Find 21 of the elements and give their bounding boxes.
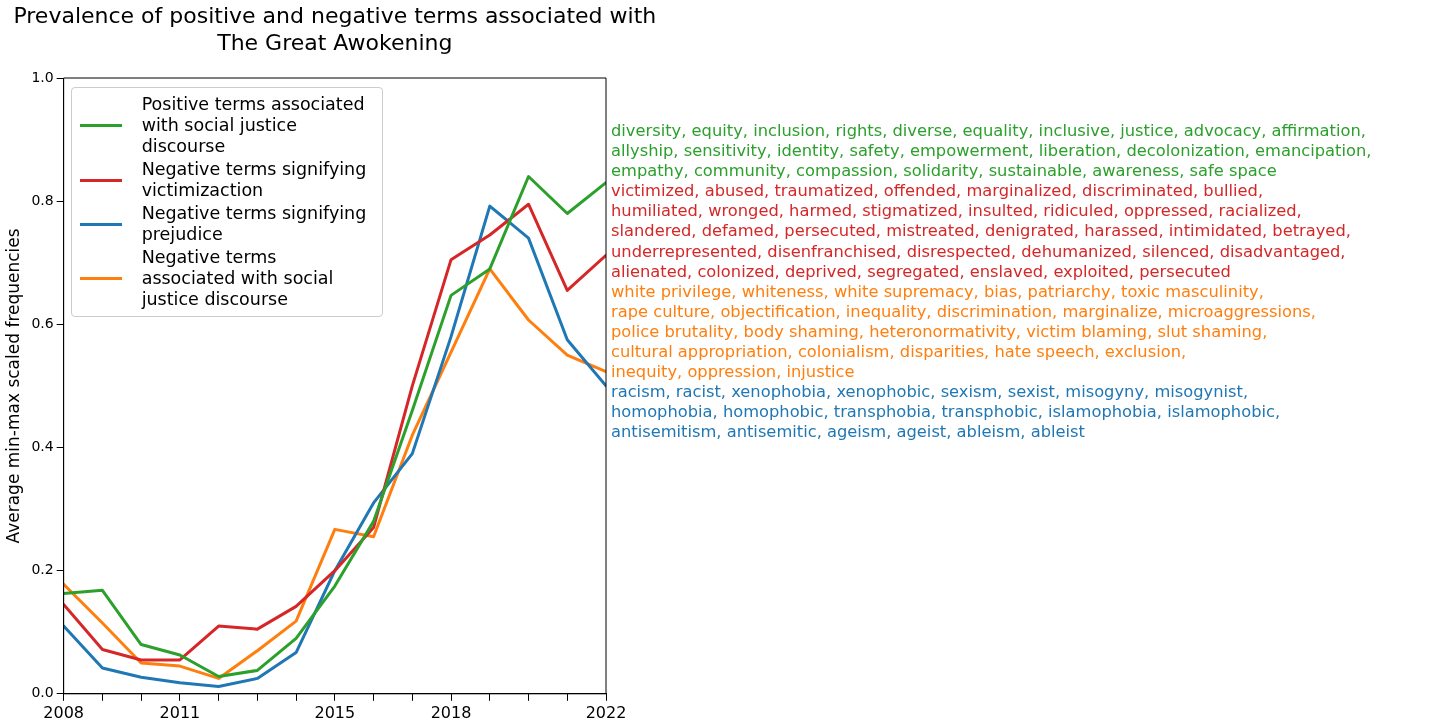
x-tick-label: 2011: [159, 702, 201, 722]
text: white privilege, whiteness, white supremacy, bias, patriarchy, toxic masculinity, rape culture, objectification, inequality, discrimination, marginalize, microaggressions, police brutality, body shaming, heteronormativity, victim blaming, slut shaming, cultural appropriation, colonialism, disparities, hate speech, exclusion, inequity, oppression, injustice: [611, 281, 1317, 383]
y-axis-title: Average min-max scaled frequencies: [2, 228, 23, 544]
x-tick-label: 2018: [430, 702, 472, 722]
y-tick-label: 1.0: [31, 68, 54, 85]
y-tick-label: 0.2: [31, 561, 54, 578]
text: racism, racist, xenophobia, xenophobic, sexism, sexist, misogyny, misogynist, homophobia, homophobic, transphobia, transphobic, islamophobia, islamophobic, antisemitism, antisemitic, ageism, ageist, ableism, ableist: [611, 382, 1282, 443]
text: diversity, equity, inclusion, rights, diverse, equality, inclusive, justice, advocacy, affirmation, allyship, sensitivity, identity, safety, empowerment, liberation, decolonization, emancipation, empathy, community, compassion, solidarity, sustainable, awareness, safe space: [611, 121, 1372, 182]
y-tick-label: 0.4: [31, 438, 54, 455]
legend-label: Negative terms signifying victimizaction: [141, 159, 368, 201]
legend-label: Positive terms associated with social justice discourse: [141, 94, 366, 157]
x-tick-label: 2015: [314, 702, 356, 722]
text: victimized, abused, traumatized, offended, marginalized, discriminated, bullied, humiliated, wronged, harmed, stigmatized, insulted, ridiculed, oppressed, racialized, slandered, defamed, persecuted, mistreated, denigrated, harassed, intimidated, betrayed, underrepresented, disenfranchised, disrespected, dehumanized, silenced, disadvantaged, alienated, colonized, deprived, segregated, enslaved, exploited, persecuted: [611, 181, 1352, 282]
y-tick-label: 0.8: [31, 191, 54, 208]
y-tick-label: 0.0: [31, 684, 54, 701]
chart-title: Prevalence of positive and negative terms associated with The Great Awokening: [12, 2, 658, 56]
legend-label: Negative terms signifying prejudice: [141, 203, 368, 245]
y-tick-label: 0.6: [31, 314, 54, 331]
legend-label: Negative terms associated with social justice discourse: [141, 247, 335, 310]
x-tick-label: 2022: [585, 702, 627, 722]
x-tick-label: 2008: [43, 702, 85, 722]
